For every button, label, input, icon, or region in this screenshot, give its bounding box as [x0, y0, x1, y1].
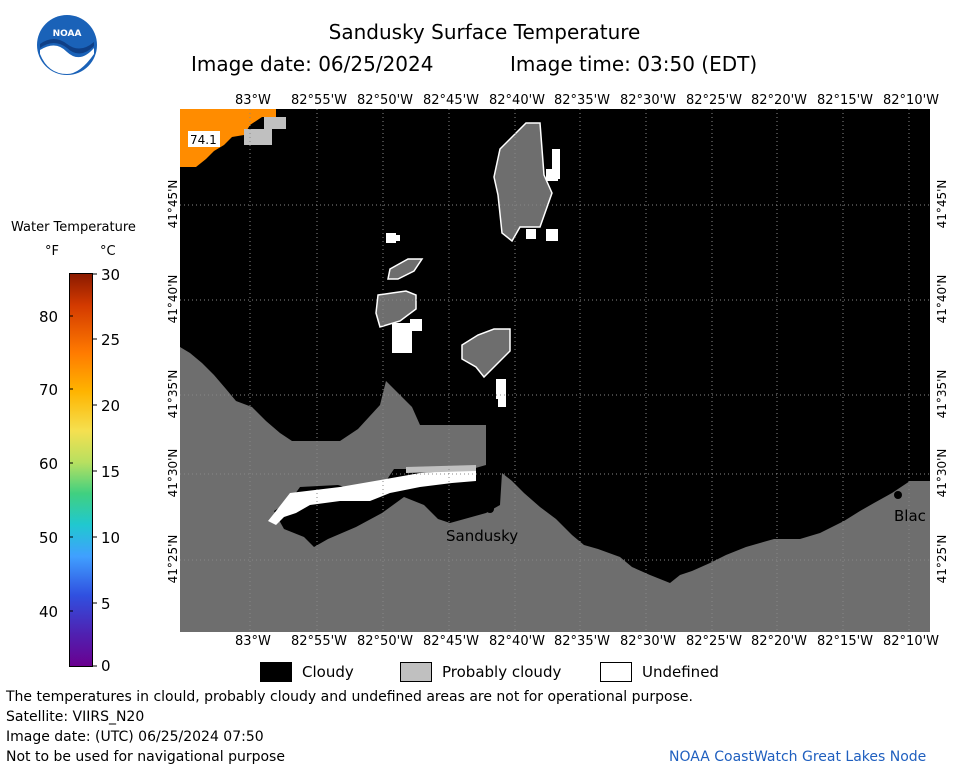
credit: NOAA CoastWatch Great Lakes Node: [669, 749, 927, 765]
lon-label: 82°45'W: [423, 634, 480, 649]
island: [493, 122, 553, 243]
legend-cloudy-label: Cloudy: [302, 663, 354, 681]
c-tick: 20: [101, 397, 121, 415]
probably-cloudy-area: [264, 117, 286, 129]
lat-label: 41°30'N: [166, 448, 180, 498]
nav-warning: Not to be used for navigational purpose: [6, 749, 285, 765]
f-tick: 50: [39, 529, 59, 547]
lon-label: 82°15'W: [817, 634, 874, 649]
legend-undefined-label: Undefined: [642, 663, 719, 681]
lon-label: 82°45'W: [423, 93, 480, 108]
satellite: Satellite: VIIRS_N20: [6, 709, 145, 725]
lon-label: 82°10'W: [883, 93, 940, 108]
temp-label-bg: [188, 131, 220, 147]
legend-probably-cloudy: Probably cloudy: [400, 662, 561, 682]
c-tick: 30: [101, 266, 121, 284]
probably-cloudy-area: [406, 465, 476, 473]
lon-label: 82°40'W: [489, 634, 546, 649]
c-tick: 25: [101, 331, 121, 349]
lon-label: 82°20'W: [751, 93, 808, 108]
island: [387, 258, 424, 280]
c-tick: 5: [101, 595, 111, 613]
graticule: [180, 109, 930, 632]
lon-label: 82°30'W: [620, 634, 677, 649]
colorbar-ticks: [69, 273, 97, 667]
legend-undefined: Undefined: [600, 662, 719, 682]
utc-date: Image date: (UTC) 06/25/2024 07:50: [6, 729, 264, 745]
lat-label: 41°35'N: [935, 369, 949, 419]
island: [461, 328, 511, 379]
map-title: Sandusky Surface Temperature: [328, 20, 641, 44]
legend-cloudy: Cloudy: [260, 662, 354, 682]
f-tick: 70: [39, 381, 59, 399]
cloudy-swatch: [260, 662, 292, 682]
image-time: Image time: 03:50 (EDT): [510, 52, 758, 76]
map: 74.1 Sandusky Blac: [180, 109, 930, 632]
undefined-swatch: [600, 662, 632, 682]
f-tick: 40: [39, 603, 59, 621]
warm-water: [180, 109, 276, 167]
lat-label: 41°40'N: [166, 274, 180, 324]
lon-label: 82°50'W: [357, 634, 414, 649]
island: [375, 290, 417, 328]
colorbar-unit-f: °F: [45, 244, 59, 259]
lon-label: 82°40'W: [489, 93, 546, 108]
c-tick: 0: [101, 657, 111, 675]
noaa-logo-text: NOAA: [53, 29, 82, 39]
legend-probably-cloudy-label: Probably cloudy: [442, 663, 562, 681]
temp-label: 74.1: [190, 133, 217, 147]
f-tick: 60: [39, 455, 59, 473]
lat-label: 41°25'N: [166, 534, 180, 584]
land: [180, 347, 930, 632]
lon-label: 82°35'W: [554, 634, 611, 649]
lat-label: 41°35'N: [166, 369, 180, 419]
city-marker: [894, 491, 902, 499]
undefined-area: [386, 149, 560, 407]
lat-label: 41°30'N: [935, 448, 949, 498]
lon-label: 82°25'W: [686, 93, 743, 108]
noaa-logo: NOAA: [36, 14, 98, 76]
undefined-area: [268, 469, 476, 525]
city-marker: [486, 505, 494, 513]
lon-label: 82°55'W: [291, 93, 348, 108]
lat-label: 41°40'N: [935, 274, 949, 324]
lon-label: 82°25'W: [686, 634, 743, 649]
probably-cloudy-area: [244, 129, 272, 145]
lon-label: 83°W: [235, 93, 271, 108]
lon-label: 83°W: [235, 634, 271, 649]
colorbar-unit-c: °C: [100, 244, 116, 259]
lon-label: 82°50'W: [357, 93, 414, 108]
disclaimer: The temperatures in clould, probably clo…: [6, 689, 693, 705]
colorbar-title: Water Temperature: [11, 220, 136, 235]
lon-label: 82°20'W: [751, 634, 808, 649]
lon-label: 82°35'W: [554, 93, 611, 108]
lat-label: 41°45'N: [935, 179, 949, 229]
place-black: Blac: [894, 507, 926, 525]
lat-label: 41°45'N: [166, 179, 180, 229]
lon-label: 82°15'W: [817, 93, 874, 108]
lat-label: 41°25'N: [935, 534, 949, 584]
c-tick: 10: [101, 529, 121, 547]
f-tick: 80: [39, 308, 59, 326]
place-sandusky: Sandusky: [446, 527, 518, 545]
colorbar: [69, 273, 93, 667]
image-date: Image date: 06/25/2024: [191, 52, 434, 76]
lon-label: 82°30'W: [620, 93, 677, 108]
lon-label: 82°55'W: [291, 634, 348, 649]
c-tick: 15: [101, 463, 121, 481]
probably-cloudy-swatch: [400, 662, 432, 682]
lon-label: 82°10'W: [883, 634, 940, 649]
